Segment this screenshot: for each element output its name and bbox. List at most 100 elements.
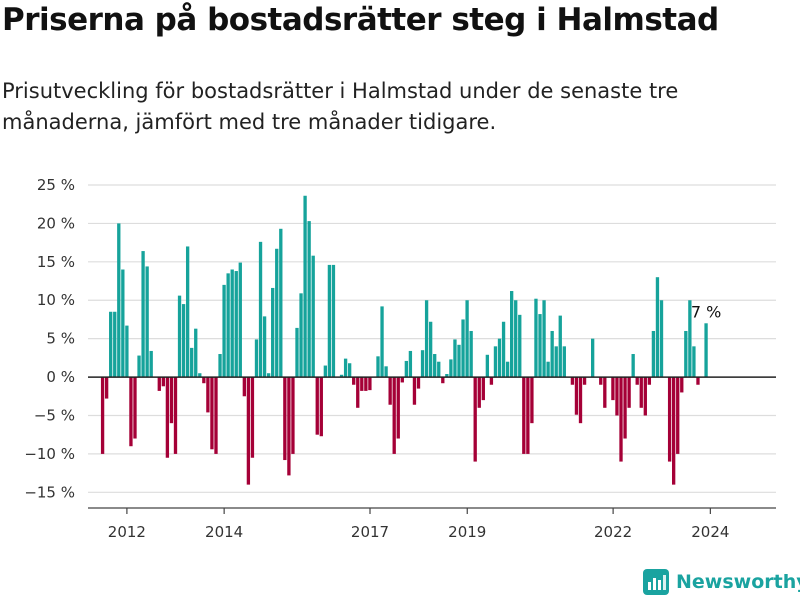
bar <box>530 377 534 424</box>
bar <box>279 228 283 378</box>
bar <box>469 330 473 378</box>
bar <box>137 355 141 378</box>
bar <box>659 300 664 378</box>
bar <box>275 248 279 378</box>
bar <box>627 377 631 408</box>
bar <box>477 377 481 408</box>
bar <box>222 284 226 378</box>
y-tick-label: 20 % <box>37 214 75 232</box>
bar <box>433 354 437 378</box>
bar <box>680 377 684 393</box>
bar <box>453 339 457 378</box>
y-tick-label: −15 % <box>24 483 75 501</box>
bar <box>226 273 230 378</box>
bar <box>210 377 214 450</box>
bar <box>404 360 409 378</box>
bar <box>672 377 676 485</box>
bar <box>169 377 174 424</box>
x-tick-label: 2017 <box>351 523 389 541</box>
bar <box>582 377 587 385</box>
last-value-annotation: 7 % <box>691 302 721 321</box>
bar <box>157 377 161 391</box>
bar <box>615 377 619 416</box>
y-tick-label: 10 % <box>37 291 75 309</box>
x-tick-label: 2014 <box>205 523 243 541</box>
bar <box>643 377 647 416</box>
bar <box>667 377 672 462</box>
bar <box>441 377 445 384</box>
bar <box>100 377 105 454</box>
y-tick-label: 25 % <box>37 176 75 194</box>
bar <box>416 377 421 389</box>
bar <box>696 377 700 385</box>
bar <box>343 358 348 378</box>
bar <box>352 377 356 385</box>
chart-subtitle: Prisutveckling för bostadsrätter i Halms… <box>2 79 679 134</box>
bar <box>631 354 635 378</box>
bar <box>266 373 271 378</box>
newsworthy-logo: Newsworthy <box>643 569 800 595</box>
bar <box>327 264 332 378</box>
bar <box>518 314 522 378</box>
bar <box>307 221 311 378</box>
bar <box>501 321 506 378</box>
bar <box>639 377 643 408</box>
y-tick-label: −10 % <box>24 445 75 463</box>
bar <box>129 377 133 447</box>
bar <box>121 269 125 378</box>
bar <box>380 306 384 378</box>
y-tick-label: −5 % <box>34 406 75 424</box>
bar <box>311 255 315 378</box>
bar <box>485 354 490 378</box>
brand-name: Newsworthy <box>676 571 800 593</box>
bar <box>218 354 222 378</box>
bar <box>149 350 153 378</box>
bar <box>368 377 372 391</box>
bar <box>526 377 530 454</box>
bar <box>562 346 566 378</box>
bar <box>299 293 303 378</box>
bar <box>473 377 477 462</box>
bar <box>449 359 453 378</box>
bar <box>542 300 546 378</box>
bar <box>360 377 364 391</box>
bar <box>461 319 465 378</box>
bar <box>315 377 319 435</box>
bar <box>688 300 692 378</box>
bar <box>177 295 182 378</box>
bar <box>400 377 404 383</box>
bar <box>254 339 259 378</box>
bar <box>262 316 267 378</box>
bar <box>376 356 380 378</box>
bar <box>117 223 121 378</box>
bar <box>619 377 623 462</box>
bar <box>323 365 328 378</box>
y-tick-label: 15 % <box>37 253 75 271</box>
bar <box>104 377 109 399</box>
newsworthy-logo-icon <box>643 569 669 595</box>
bar <box>230 269 234 378</box>
axes <box>88 376 776 514</box>
bar <box>655 277 660 378</box>
x-tick-label: 2012 <box>108 523 146 541</box>
bar <box>271 287 275 378</box>
bar <box>125 325 129 378</box>
bar <box>356 377 360 408</box>
bar <box>133 377 137 439</box>
bar <box>445 374 449 378</box>
bar <box>388 377 392 405</box>
bar <box>295 327 299 378</box>
bar <box>250 377 255 458</box>
bar <box>457 344 461 378</box>
bar <box>554 346 558 378</box>
bar <box>234 271 238 378</box>
bar <box>190 347 194 378</box>
bar <box>546 361 550 378</box>
bar <box>428 321 433 378</box>
bar <box>198 373 202 378</box>
x-tick-label: 2022 <box>594 523 632 541</box>
bar <box>570 377 575 385</box>
bar <box>420 350 425 378</box>
y-tick-label: 0 % <box>46 368 75 386</box>
